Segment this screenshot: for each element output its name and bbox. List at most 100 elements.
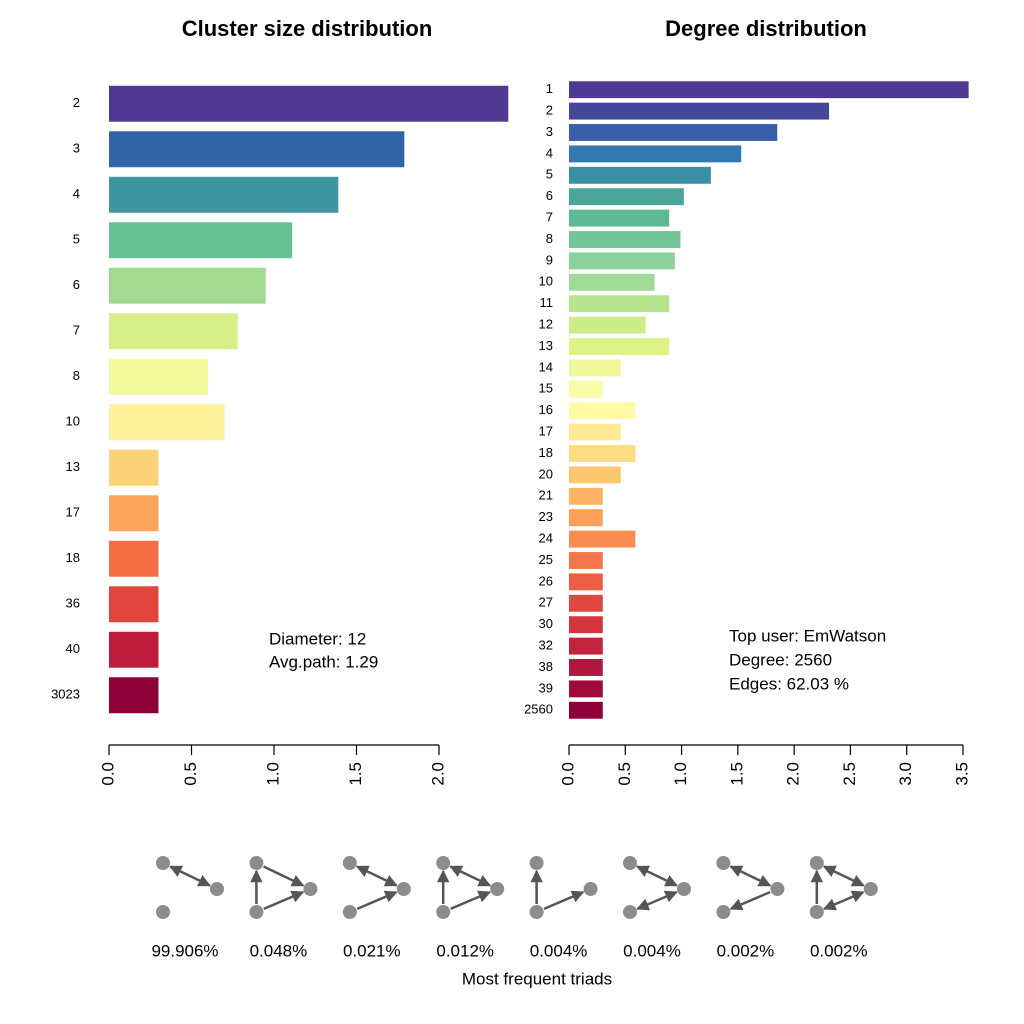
- y-tick-label: 40: [66, 641, 80, 656]
- y-tick-label: 16: [539, 402, 553, 417]
- bar: [569, 445, 636, 462]
- y-tick-label: 17: [539, 424, 553, 439]
- y-tick-label: 32: [539, 638, 553, 653]
- triad-node: [303, 882, 318, 896]
- triads-title: Most frequent triads: [462, 969, 612, 988]
- bar: [569, 402, 636, 420]
- triad-label: 0.002%: [717, 941, 775, 960]
- bar: [569, 530, 636, 548]
- bar: [569, 295, 670, 313]
- x-tick-label: 0.5: [181, 762, 200, 786]
- triad-edge: [636, 865, 678, 887]
- triad-node: [529, 905, 544, 919]
- triad-label: 0.012%: [436, 941, 494, 960]
- triad-node: [490, 882, 505, 896]
- triad-node: [677, 882, 691, 896]
- bar: [109, 176, 339, 213]
- triad-edge: [263, 865, 305, 887]
- triad-label: 0.002%: [810, 941, 868, 960]
- triad-icon: [809, 856, 878, 919]
- bar: [569, 637, 603, 655]
- bar: [569, 573, 603, 591]
- bar: [569, 188, 684, 206]
- y-tick-label: 36: [66, 596, 80, 611]
- x-tick-label: 3.5: [952, 762, 971, 786]
- annotation: Avg.path: 1.29: [269, 652, 378, 671]
- bar: [569, 616, 603, 634]
- bar: [109, 586, 159, 623]
- y-tick-label: 18: [539, 445, 553, 460]
- y-tick-label: 3: [546, 124, 553, 139]
- triad-node: [716, 905, 731, 919]
- triad-node: [436, 905, 451, 919]
- annotation: Edges: 62.03 %: [729, 674, 849, 693]
- triad-node: [716, 856, 731, 870]
- y-tick-label: 8: [546, 231, 553, 246]
- bar: [109, 358, 208, 395]
- triad-edge: [263, 890, 305, 911]
- bar: [569, 145, 742, 163]
- y-tick-label: 9: [546, 252, 553, 267]
- chart-title: Degree distribution: [665, 16, 867, 41]
- y-tick-label: 18: [66, 550, 80, 565]
- triad-node: [770, 882, 785, 896]
- bar: [569, 659, 603, 676]
- y-tick-label: 8: [73, 368, 80, 383]
- triad-edge: [356, 890, 398, 911]
- bar: [569, 81, 969, 99]
- triad-node: [809, 905, 824, 919]
- y-tick-label: 11: [540, 295, 554, 310]
- annotation: Degree: 2560: [729, 650, 832, 669]
- bar: [569, 166, 711, 184]
- triad-edge: [355, 865, 398, 887]
- triad-icon: [529, 856, 598, 919]
- bar: [569, 316, 646, 334]
- y-tick-label: 4: [73, 186, 80, 201]
- y-tick-label: 6: [546, 188, 553, 203]
- y-tick-label: 13: [66, 459, 80, 474]
- triad-node: [623, 905, 637, 919]
- bar: [569, 701, 603, 719]
- y-tick-label: 10: [539, 274, 553, 289]
- triad-node: [623, 856, 637, 870]
- triad-icon: [436, 856, 505, 919]
- triad-node: [342, 905, 357, 919]
- y-tick-label: 12: [539, 317, 553, 332]
- bar: [569, 594, 603, 612]
- triad-label: 0.004%: [530, 941, 588, 960]
- x-tick-label: 1.5: [727, 762, 746, 786]
- x-tick-label: 1.0: [671, 762, 690, 786]
- bar: [109, 495, 159, 532]
- triad-edge: [822, 865, 865, 887]
- triad-node: [249, 905, 264, 919]
- triad-label: 0.004%: [623, 941, 681, 960]
- y-tick-label: 38: [539, 659, 553, 674]
- triad-label: 99.906%: [151, 941, 218, 960]
- bar: [109, 267, 266, 304]
- y-tick-label: 10: [66, 414, 80, 429]
- bar: [109, 404, 225, 441]
- triad-node: [436, 856, 451, 870]
- x-tick-label: 2.0: [428, 762, 447, 786]
- y-tick-label: 20: [539, 466, 553, 481]
- y-tick-label: 14: [539, 359, 553, 374]
- triad-node: [529, 856, 544, 870]
- triad-edge: [450, 890, 491, 911]
- y-tick-label: 15: [539, 381, 553, 396]
- x-tick-label: 2.0: [784, 762, 803, 786]
- y-tick-label: 2: [73, 95, 80, 110]
- chart-title: Cluster size distribution: [182, 16, 433, 41]
- triad-node: [342, 856, 357, 870]
- bar: [569, 231, 681, 248]
- bar: [569, 102, 830, 120]
- x-tick-label: 0.0: [98, 762, 117, 786]
- annotation: Diameter: 12: [269, 629, 366, 648]
- y-tick-label: 7: [73, 323, 80, 338]
- triad-icon: [249, 856, 318, 919]
- triad-icon: [716, 856, 785, 919]
- bar: [109, 449, 159, 486]
- triad-edge: [823, 890, 865, 911]
- bar: [569, 209, 670, 227]
- y-tick-label: 39: [539, 680, 553, 695]
